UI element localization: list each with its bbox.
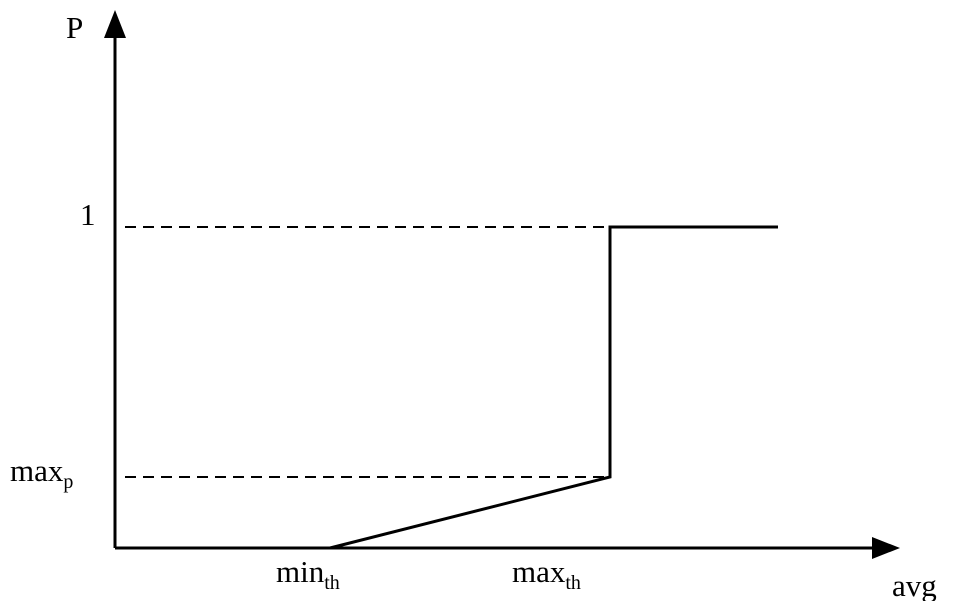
y-axis-arrowhead	[104, 10, 126, 38]
y-axis-label: P	[66, 10, 83, 45]
maxth-subscript: th	[565, 572, 581, 594]
maxth-base: max	[512, 554, 566, 589]
maxp-base: max	[10, 453, 64, 488]
minth-base: min	[276, 554, 325, 589]
y-tick-label-maxp: maxp	[10, 453, 73, 493]
y-tick-label-one: 1	[80, 197, 96, 232]
x-axis-arrowhead	[872, 537, 900, 559]
maxp-subscript: p	[63, 471, 73, 493]
x-tick-label-maxth: maxth	[512, 554, 581, 594]
minth-subscript: th	[324, 572, 340, 594]
x-tick-label-minth: minth	[276, 554, 340, 594]
x-axis-label: avg	[892, 568, 937, 601]
drop-probability-curve	[329, 225, 778, 550]
